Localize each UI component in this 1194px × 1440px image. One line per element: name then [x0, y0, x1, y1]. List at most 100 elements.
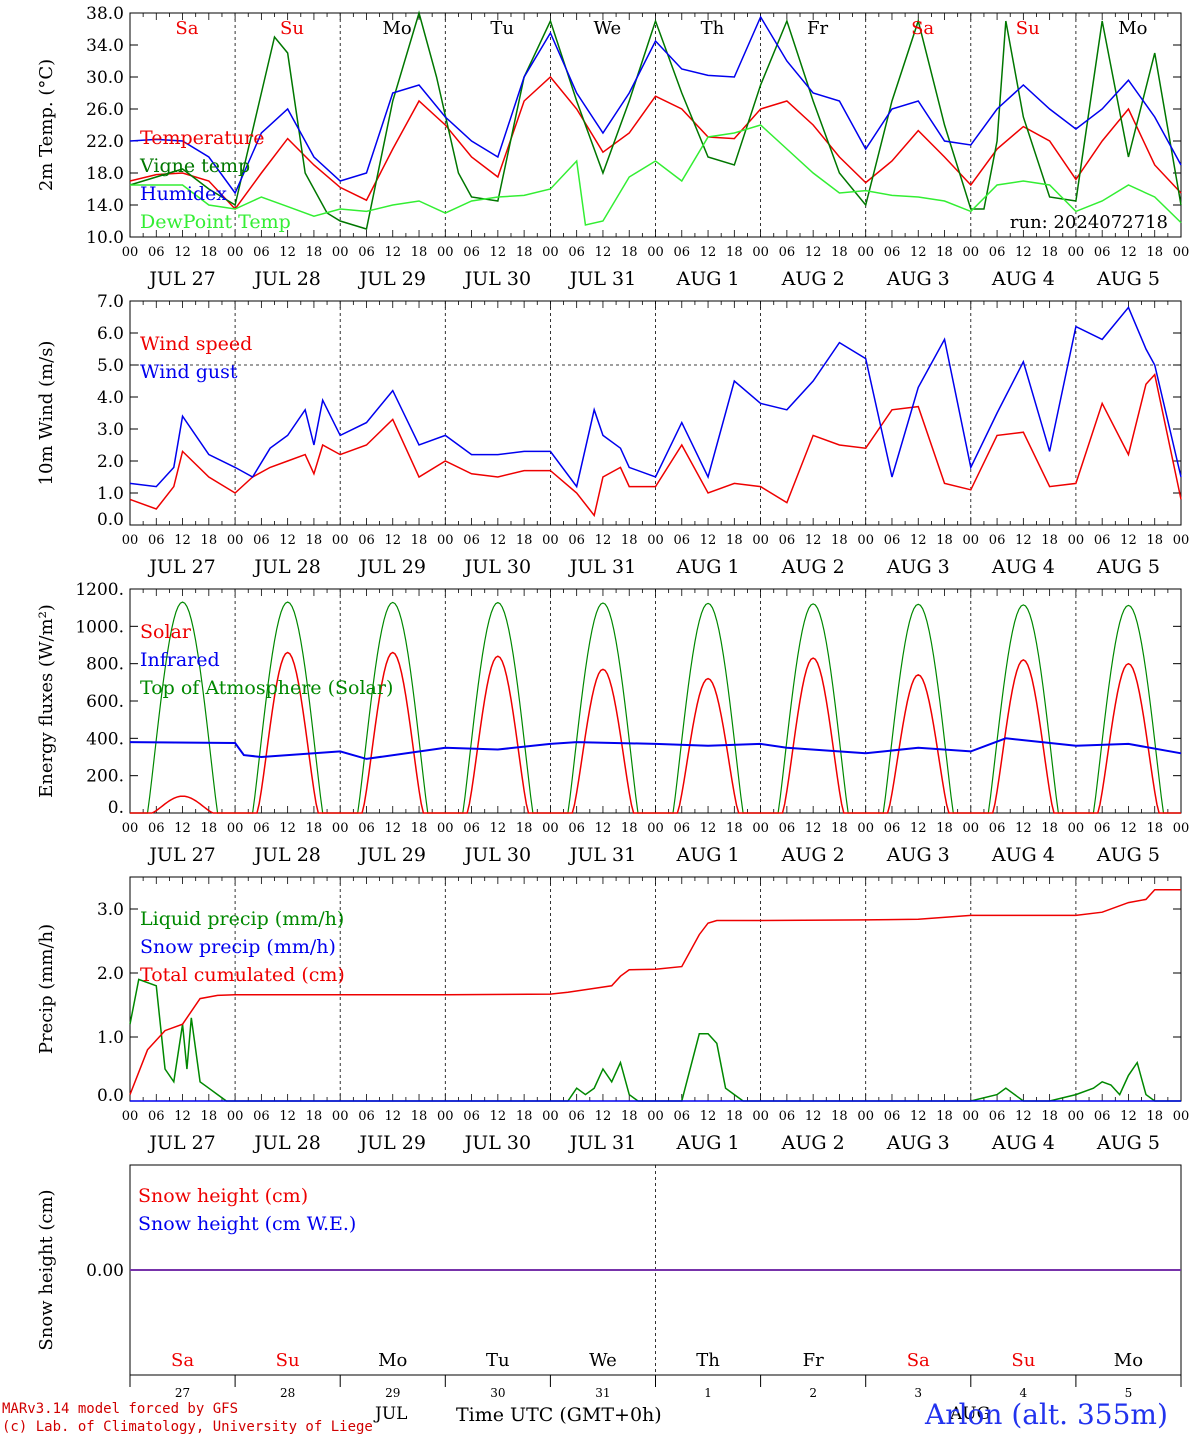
x-hour-label: 12	[1015, 245, 1032, 260]
x-hour-label: 12	[595, 245, 612, 260]
x-hour-label: 06	[463, 245, 480, 260]
x-hour-label: 00	[437, 533, 454, 548]
x-hour-label: 00	[437, 245, 454, 260]
y-tick-label: 26.0	[86, 100, 124, 120]
x-hour-label: 06	[148, 1109, 165, 1124]
x-hour-label: 00	[542, 533, 559, 548]
x-date-label: JUL 30	[463, 844, 531, 866]
x-hour-label: 18	[306, 1109, 323, 1124]
x-hour-label: 06	[989, 1109, 1006, 1124]
legend-entry: Snow height (cm)	[138, 1185, 308, 1207]
x-hour-label: 12	[279, 1109, 296, 1124]
x-hour-label: 18	[936, 533, 953, 548]
x-hour-label: 00	[963, 1109, 980, 1124]
x-hour-label: 12	[384, 245, 401, 260]
x-hour-label: 00	[542, 821, 559, 836]
x-hour-label: 00	[227, 245, 244, 260]
x-hour-label: 18	[726, 821, 743, 836]
x-date-label: JUL 31	[568, 268, 636, 290]
x-hour-label: 18	[306, 821, 323, 836]
x-hour-label: 00	[437, 821, 454, 836]
x-hour-label: 06	[253, 821, 270, 836]
legend-entry: Snow precip (mm/h)	[140, 936, 336, 958]
x-hour-label: 06	[463, 1109, 480, 1124]
x-hour-label: 18	[1041, 245, 1058, 260]
x-date-label: AUG 5	[1096, 1132, 1160, 1154]
weekday-label: Su	[1016, 18, 1040, 39]
x-date-label: JUL 29	[358, 844, 426, 866]
x-hour-label: 12	[595, 1109, 612, 1124]
weekday-label: Mo	[382, 18, 411, 39]
day-number-label: 4	[1020, 1386, 1028, 1400]
x-hour-label: 12	[279, 245, 296, 260]
x-hour-label: 18	[201, 533, 218, 548]
x-hour-label: 18	[726, 533, 743, 548]
y-tick-label: 5.0	[97, 356, 124, 376]
y-tick-label: 34.0	[86, 36, 124, 56]
x-hour-label: 12	[490, 245, 507, 260]
x-hour-label: 06	[1094, 1109, 1111, 1124]
x-hour-label: 18	[831, 821, 848, 836]
x-hour-label: 00	[227, 533, 244, 548]
credit-line-1: MARv3.14 model forced by GFS	[2, 1401, 239, 1417]
x-hour-label: 18	[516, 1109, 533, 1124]
x-hour-label: 06	[253, 245, 270, 260]
x-hour-label: 00	[857, 245, 874, 260]
series-line	[129, 889, 1181, 1095]
x-hour-label: 00	[647, 821, 664, 836]
x-hour-label: 12	[384, 533, 401, 548]
x-hour-label: 12	[910, 245, 927, 260]
x-date-label: JUL 28	[252, 1132, 320, 1154]
x-hour-label: 06	[463, 533, 480, 548]
x-hour-label: 12	[910, 1109, 927, 1124]
x-hour-label: 18	[621, 1109, 638, 1124]
x-hour-label: 18	[621, 245, 638, 260]
y-axis-title: Snow height (cm)	[36, 1189, 57, 1350]
day-number-label: 3	[914, 1386, 922, 1400]
x-date-label: JUL 31	[568, 1132, 636, 1154]
y-tick-label: 400.	[86, 729, 124, 749]
x-date-label: JUL 30	[463, 556, 531, 578]
x-date-label: JUL 27	[147, 844, 215, 866]
x-hour-label: 12	[595, 533, 612, 548]
x-hour-label: 06	[884, 245, 901, 260]
weekday-label: Th	[701, 18, 725, 39]
x-hour-label: 06	[884, 533, 901, 548]
x-hour-label: 00	[752, 1109, 769, 1124]
x-hour-label: 12	[279, 821, 296, 836]
x-hour-label: 12	[910, 821, 927, 836]
x-hour-label: 18	[411, 533, 428, 548]
x-hour-label: 00	[542, 245, 559, 260]
x-hour-label: 00	[1173, 1109, 1190, 1124]
x-hour-label: 12	[490, 533, 507, 548]
x-hour-label: 00	[857, 821, 874, 836]
x-hour-label: 12	[279, 533, 296, 548]
plot-frame	[129, 588, 1182, 814]
x-hour-label: 18	[516, 821, 533, 836]
x-hour-label: 00	[332, 821, 349, 836]
x-hour-label: 12	[700, 245, 717, 260]
x-hour-label: 12	[1015, 821, 1032, 836]
x-date-label: JUL 31	[568, 844, 636, 866]
x-hour-label: 18	[936, 1109, 953, 1124]
x-hour-label: 12	[700, 533, 717, 548]
x-date-label: AUG 2	[781, 556, 845, 578]
x-hour-label: 06	[568, 1109, 585, 1124]
panel-5: 0.00 Snow height (cm) Snow height (cm) Snow…	[36, 1164, 1182, 1400]
x-hour-label: 18	[726, 1109, 743, 1124]
x-hour-label: 00	[752, 821, 769, 836]
x-hour-label: 18	[1146, 821, 1163, 836]
legend-entry: Humidex	[140, 183, 227, 205]
x-hour-label: 12	[595, 821, 612, 836]
x-date-label: AUG 1	[676, 268, 740, 290]
x-hour-label: 06	[884, 821, 901, 836]
x-date-label: AUG 2	[781, 844, 845, 866]
x-hour-label: 06	[148, 245, 165, 260]
x-hour-label: 12	[805, 1109, 822, 1124]
x-hour-label: 18	[831, 533, 848, 548]
weekday-label: Th	[696, 1350, 720, 1371]
x-hour-label: 12	[174, 821, 191, 836]
x-date-label: JUL 31	[568, 556, 636, 578]
x-date-label: AUG 5	[1096, 556, 1160, 578]
y-tick-label: 800.	[86, 655, 124, 675]
